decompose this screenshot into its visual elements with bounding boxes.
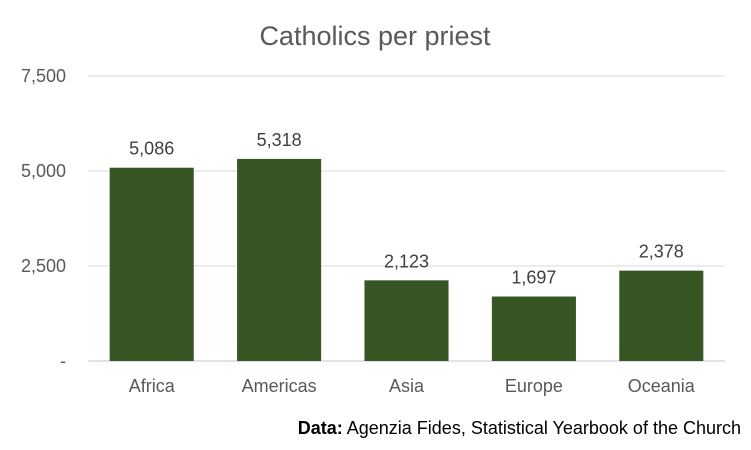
bar-oceania: [619, 270, 704, 361]
chart-title: Catholics per priest: [259, 21, 491, 51]
x-tick-label-europe: Europe: [505, 376, 563, 396]
bar-africa: [109, 167, 194, 361]
y-axis-ticks: - 2,500 5,000 7,500: [21, 66, 66, 371]
y-tick-label-7-500: 7,500: [21, 66, 66, 86]
data-label-europe: 1,697: [511, 268, 556, 288]
source-note: Data: Agenzia Fides, Statistical Yearboo…: [298, 418, 741, 439]
bar-americas: [237, 158, 322, 361]
data-label-africa: 5,086: [129, 139, 174, 159]
data-label-americas: 5,318: [257, 130, 302, 150]
y-tick-label-2-500: 2,500: [21, 256, 66, 276]
x-tick-label-oceania: Oceania: [628, 376, 696, 396]
data-labels: 5,086 5,318 2,123 1,697 2,378: [129, 130, 684, 288]
x-axis-ticks: Africa Americas Asia Europe Oceania: [129, 376, 696, 396]
bar-asia: [364, 280, 449, 361]
bar-europe: [491, 296, 576, 361]
x-tick-label-americas: Americas: [242, 376, 317, 396]
source-label: Data:: [297, 418, 343, 438]
data-label-oceania: 2,378: [639, 242, 684, 262]
bar-series: [109, 158, 704, 361]
source-text: Agenzia Fides, Statistical Yearbook of t…: [342, 418, 741, 438]
x-tick-label-africa: Africa: [129, 376, 176, 396]
data-label-asia: 2,123: [384, 251, 429, 271]
y-tick-label-5-000: 5,000: [21, 161, 66, 181]
y-tick-label--: -: [60, 351, 66, 371]
x-tick-label-asia: Asia: [389, 376, 425, 396]
